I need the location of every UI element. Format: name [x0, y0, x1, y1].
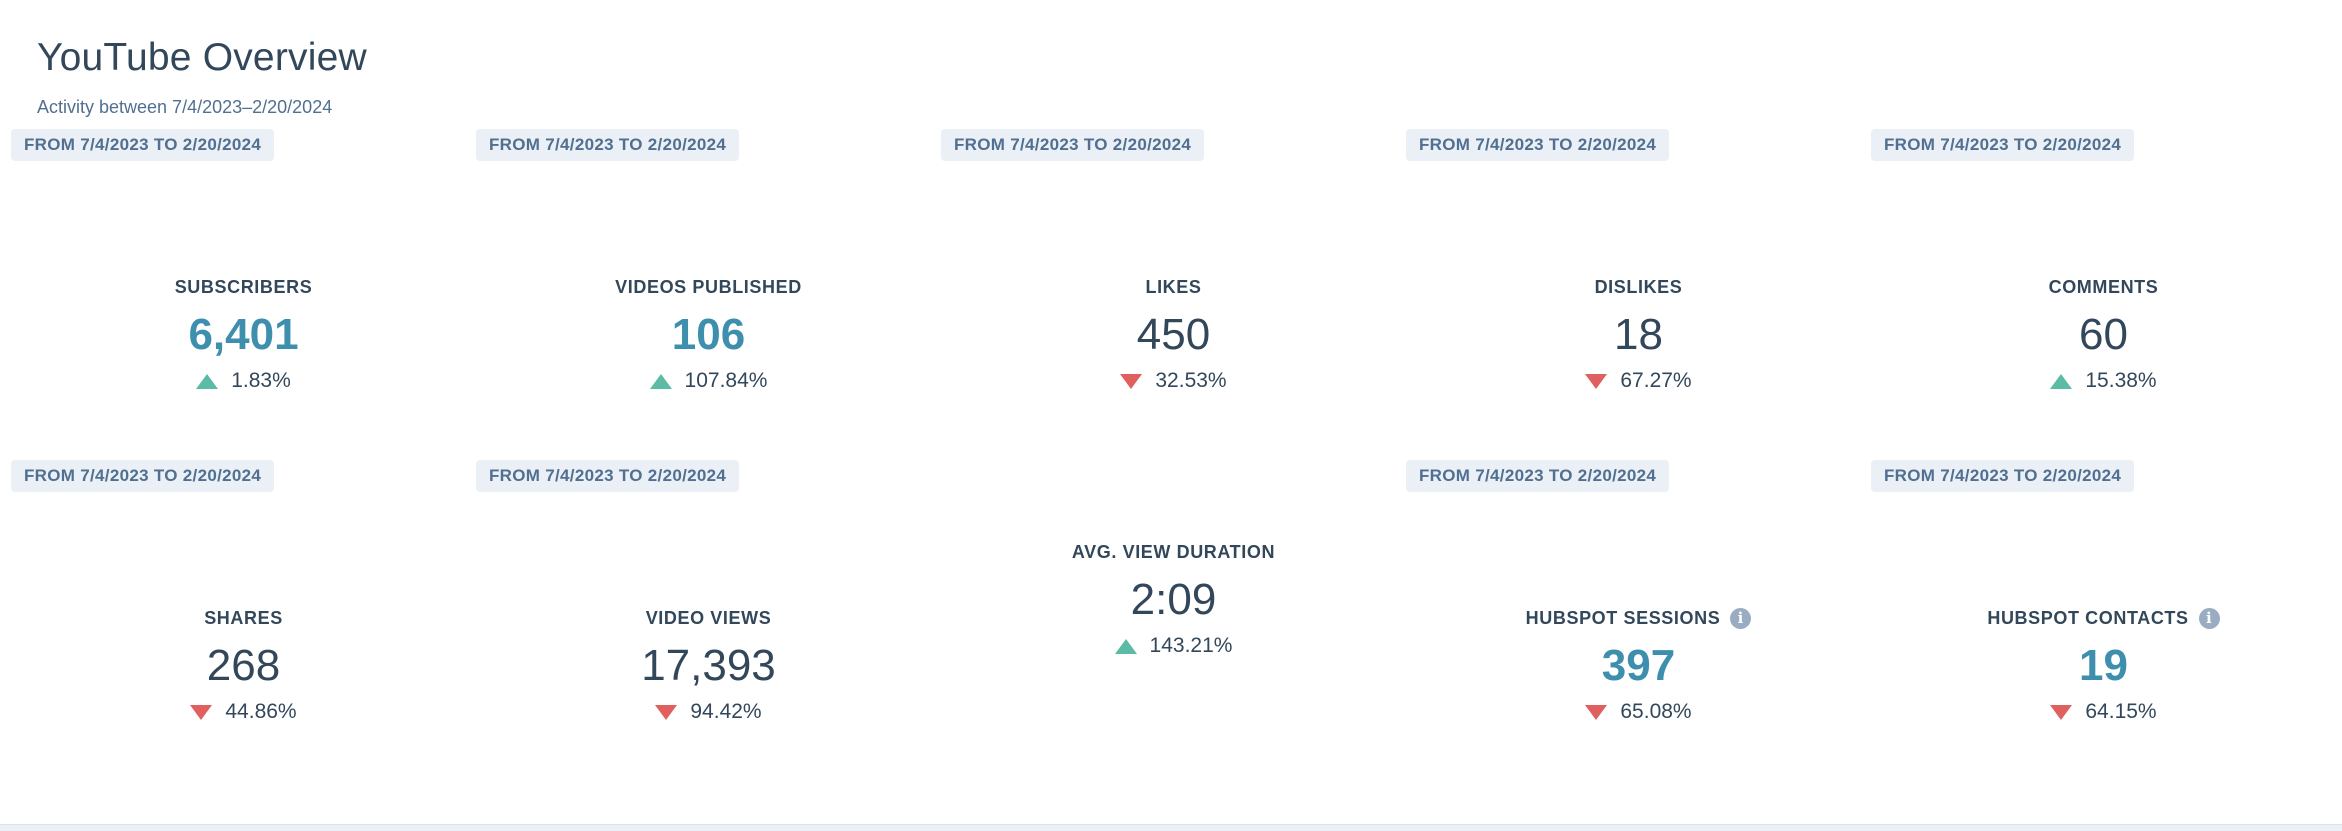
- metric-change: 107.84%: [649, 367, 768, 395]
- metric-card-videos-published[interactable]: FROM 7/4/2023 TO 2/20/2024 VIDEOS PUBLIS…: [476, 129, 941, 460]
- date-range-badge: FROM 7/4/2023 TO 2/20/2024: [1871, 460, 2135, 492]
- date-range-badge: FROM 7/4/2023 TO 2/20/2024: [1871, 129, 2135, 161]
- date-range-badge: FROM 7/4/2023 TO 2/20/2024: [11, 129, 275, 161]
- change-percent: 44.86%: [225, 700, 297, 723]
- date-range-badge: FROM 7/4/2023 TO 2/20/2024: [476, 460, 740, 492]
- trend-up-icon: [196, 373, 219, 389]
- date-range-badge: FROM 7/4/2023 TO 2/20/2024: [1406, 129, 1670, 161]
- change-percent: 15.38%: [2085, 369, 2157, 392]
- date-range-badge: FROM 7/4/2023 TO 2/20/2024: [1406, 460, 1670, 492]
- date-range-badge: FROM 7/4/2023 TO 2/20/2024: [941, 129, 1205, 161]
- metric-label: DISLIKES: [1594, 277, 1683, 297]
- metric-label: AVG. VIEW DURATION: [1071, 542, 1276, 562]
- metric-card-avg-view-duration[interactable]: AVG. VIEW DURATION 2:09 143.21%: [941, 460, 1406, 800]
- change-percent: 143.21%: [1149, 634, 1233, 657]
- trend-down-icon: [655, 704, 678, 720]
- date-range-badge: FROM 7/4/2023 TO 2/20/2024: [476, 129, 740, 161]
- change-percent: 32.53%: [1155, 369, 1227, 392]
- page-subtitle: Activity between 7/4/2023–2/20/2024: [37, 97, 333, 117]
- metric-value: 60: [2079, 310, 2128, 359]
- metric-label: SUBSCRIBERS: [174, 277, 313, 297]
- metric-value[interactable]: 106: [671, 310, 746, 359]
- trend-down-icon: [2050, 704, 2073, 720]
- metric-value[interactable]: 6,401: [188, 310, 299, 359]
- info-icon[interactable]: i: [1730, 607, 1752, 629]
- metric-value: 17,393: [641, 641, 776, 690]
- metric-value: 450: [1136, 310, 1211, 359]
- metric-card-comments[interactable]: FROM 7/4/2023 TO 2/20/2024 COMMENTS 60 1…: [1871, 129, 2336, 460]
- trend-down-icon: [1120, 373, 1143, 389]
- change-percent: 64.15%: [2085, 700, 2157, 723]
- metric-value: 2:09: [1130, 575, 1217, 624]
- change-percent: 107.84%: [684, 369, 768, 392]
- trend-down-icon: [1585, 704, 1608, 720]
- metric-card-dislikes[interactable]: FROM 7/4/2023 TO 2/20/2024 DISLIKES 18 6…: [1406, 129, 1871, 460]
- metrics-grid: FROM 7/4/2023 TO 2/20/2024 SUBSCRIBERS 6…: [11, 129, 2336, 800]
- trend-down-icon: [1585, 373, 1608, 389]
- change-percent: 94.42%: [690, 700, 762, 723]
- metric-label: LIKES: [1145, 277, 1202, 297]
- metric-value[interactable]: 19: [2079, 641, 2128, 690]
- metric-change: 65.08%: [1585, 698, 1692, 726]
- change-percent: 65.08%: [1620, 700, 1692, 723]
- info-icon[interactable]: i: [2198, 607, 2220, 629]
- metric-label: SHARES: [204, 608, 283, 628]
- change-percent: 67.27%: [1620, 369, 1692, 392]
- metric-change: 44.86%: [190, 698, 297, 726]
- metric-card-subscribers[interactable]: FROM 7/4/2023 TO 2/20/2024 SUBSCRIBERS 6…: [11, 129, 476, 460]
- metric-label: HUBSPOT CONTACTS i: [1987, 606, 2220, 630]
- metric-card-likes[interactable]: FROM 7/4/2023 TO 2/20/2024 LIKES 450 32.…: [941, 129, 1406, 460]
- metric-change: 143.21%: [1114, 632, 1233, 660]
- metric-value[interactable]: 397: [1601, 641, 1676, 690]
- change-percent: 1.83%: [231, 369, 291, 392]
- metric-label: HUBSPOT SESSIONS i: [1526, 606, 1752, 630]
- metric-change: 67.27%: [1585, 367, 1692, 395]
- metric-change: 64.15%: [2050, 698, 2157, 726]
- trend-down-icon: [190, 704, 213, 720]
- trend-up-icon: [2050, 373, 2073, 389]
- metric-label: VIDEO VIEWS: [645, 608, 772, 628]
- metric-card-hubspot-sessions[interactable]: FROM 7/4/2023 TO 2/20/2024 HUBSPOT SESSI…: [1406, 460, 1871, 800]
- metric-change: 32.53%: [1120, 367, 1227, 395]
- metric-label: COMMENTS: [2048, 277, 2159, 297]
- metric-label: VIDEOS PUBLISHED: [615, 277, 802, 297]
- report-header: YouTube Overview Activity between 7/4/20…: [37, 34, 367, 118]
- metric-card-video-views[interactable]: FROM 7/4/2023 TO 2/20/2024 VIDEO VIEWS 1…: [476, 460, 941, 800]
- metric-change: 94.42%: [655, 698, 762, 726]
- metric-card-hubspot-contacts[interactable]: FROM 7/4/2023 TO 2/20/2024 HUBSPOT CONTA…: [1871, 460, 2336, 800]
- metric-value: 268: [206, 641, 281, 690]
- metric-card-shares[interactable]: FROM 7/4/2023 TO 2/20/2024 SHARES 268 44…: [11, 460, 476, 800]
- page-title: YouTube Overview: [37, 36, 367, 79]
- panel-bottom-border: [0, 824, 2342, 831]
- trend-up-icon: [649, 373, 672, 389]
- metric-change: 1.83%: [196, 367, 291, 395]
- trend-up-icon: [1114, 638, 1137, 654]
- metric-change: 15.38%: [2050, 367, 2157, 395]
- date-range-badge: FROM 7/4/2023 TO 2/20/2024: [11, 460, 275, 492]
- metric-value: 18: [1614, 310, 1663, 359]
